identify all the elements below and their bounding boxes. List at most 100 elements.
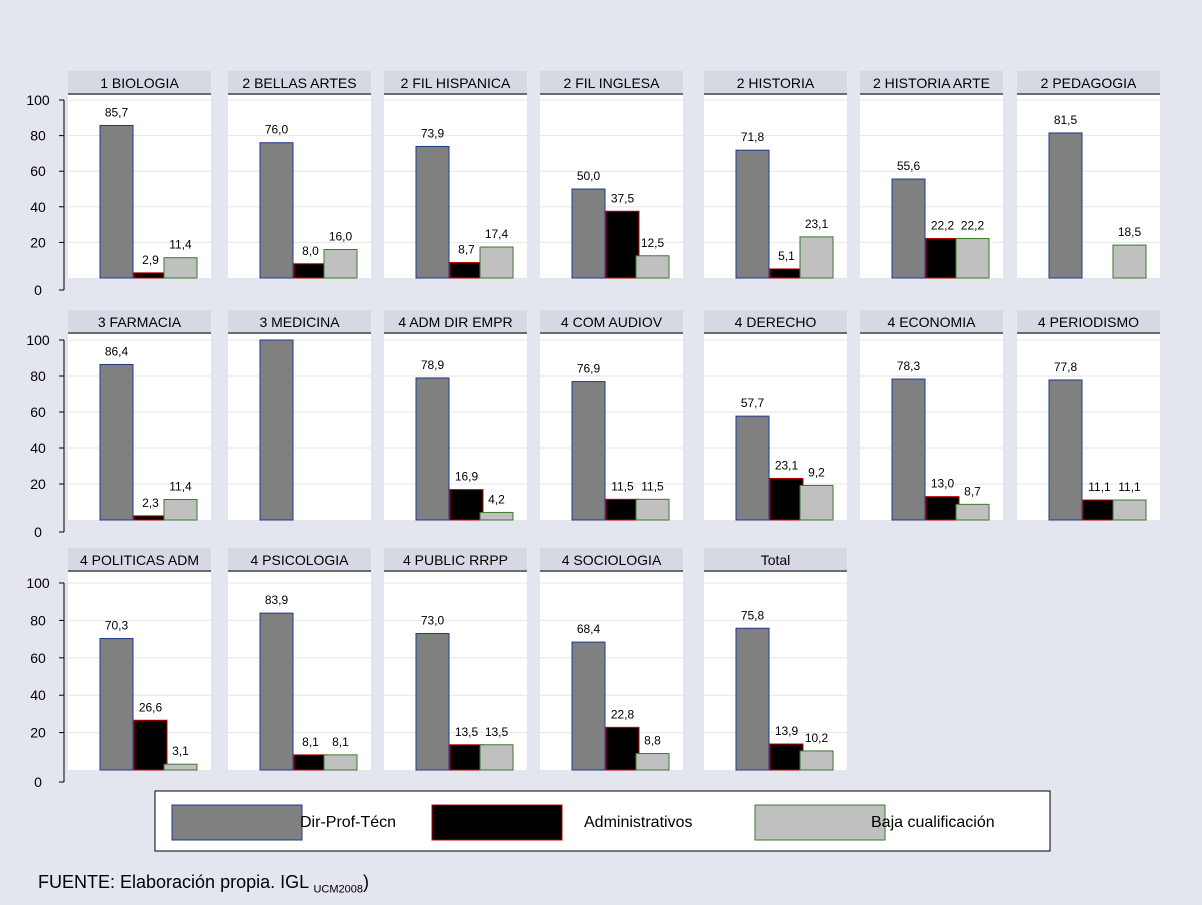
panel-title-strip	[228, 71, 371, 95]
bar	[323, 249, 358, 279]
panel-title-strip	[384, 310, 527, 334]
bar	[955, 503, 990, 521]
panel-title: 2 FIL INGLESA	[564, 75, 661, 91]
panel: 2 FIL HISPANICA 73,9 8,7 17,4	[384, 71, 527, 279]
y-tick-label: 0	[34, 524, 42, 540]
data-label: 17,4	[485, 227, 509, 241]
panel-title-strip	[540, 310, 683, 334]
panel-title: 2 PEDAGOGIA	[1041, 75, 1137, 91]
data-label: 8,1	[332, 735, 349, 749]
bar	[99, 124, 134, 279]
legend-box	[154, 790, 1051, 852]
data-label: 81,5	[1054, 113, 1078, 127]
legend-swatch	[431, 804, 563, 841]
bar	[769, 268, 804, 279]
panel-title-strip	[704, 310, 847, 334]
bar	[99, 638, 134, 771]
data-label: 76,9	[577, 362, 601, 376]
bar	[133, 515, 168, 521]
bar	[259, 142, 294, 279]
bar	[735, 149, 770, 279]
panel-title-strip	[228, 310, 371, 334]
bar	[415, 145, 450, 279]
data-label: 75,8	[741, 608, 765, 622]
panel-title-strip	[1017, 71, 1160, 95]
panel-title: 4 PERIODISMO	[1038, 314, 1139, 330]
data-label: 55,6	[897, 159, 921, 173]
bar	[449, 744, 484, 771]
bar	[1112, 499, 1147, 521]
y-tick-label: 60	[30, 163, 46, 179]
panel: 4 DERECHO 57,7 23,1 9,2	[704, 310, 847, 521]
data-label: 11,5	[611, 479, 634, 493]
panel-title: Total	[761, 552, 791, 568]
bar	[479, 511, 514, 521]
data-label: 73,0	[421, 613, 445, 627]
panel-title: 2 FIL HISPANICA	[401, 75, 511, 91]
data-label: 83,9	[265, 593, 289, 607]
plot-area	[228, 95, 371, 278]
panel: 4 SOCIOLOGIA 68,4 22,8 8,8	[540, 548, 683, 771]
data-label: 23,1	[805, 217, 829, 231]
bar	[799, 484, 834, 521]
panel-title: 4 COM AUDIOV	[561, 314, 663, 330]
bar	[1112, 244, 1147, 279]
bar	[735, 415, 770, 521]
bar	[799, 750, 834, 771]
panel-title: 4 DERECHO	[735, 314, 817, 330]
bar	[259, 612, 294, 771]
bar	[605, 726, 640, 771]
panel-title-strip	[704, 548, 847, 572]
panel: 4 PSICOLOGIA 83,9 8,1 8,1	[228, 548, 371, 771]
bar	[99, 363, 134, 521]
data-label: 11,4	[169, 479, 192, 493]
panel-title: 4 ADM DIR EMPR	[398, 314, 512, 330]
data-label: 2,9	[142, 253, 159, 267]
legend-swatch	[754, 804, 886, 841]
bar	[415, 377, 450, 521]
data-label: 68,4	[577, 622, 601, 636]
data-label: 50,0	[577, 169, 601, 183]
data-label: 22,2	[961, 218, 985, 232]
bar	[605, 210, 640, 279]
plot-area	[384, 334, 527, 520]
panel: 4 POLITICAS ADM 70,3 26,6 3,1	[68, 548, 211, 771]
bar	[571, 188, 606, 279]
panel: 4 ADM DIR EMPR 78,9 16,9 4,2	[384, 310, 527, 521]
data-label: 16,9	[455, 470, 479, 484]
data-label: 78,9	[421, 358, 445, 372]
y-tick-label: 20	[30, 234, 46, 250]
plot-area	[860, 334, 1003, 520]
y-tick-label: 20	[30, 725, 46, 741]
source-suffix: )	[362, 872, 369, 892]
bar	[571, 641, 606, 771]
legend-label: Baja cualificación	[871, 814, 995, 831]
plot-area	[540, 334, 683, 520]
source-note: FUENTE: Elaboración propia. IGL UCM2008)	[38, 872, 369, 896]
panel-title-strip	[68, 71, 211, 95]
panel-title-strip	[704, 71, 847, 95]
data-label: 70,3	[105, 619, 129, 633]
panel: 4 PUBLIC RRPP 73,0 13,5 13,5	[384, 548, 527, 771]
data-label: 18,5	[1118, 225, 1142, 239]
bar	[891, 178, 926, 279]
plot-area	[1017, 334, 1160, 520]
panel: 1 BIOLOGIA 85,7 2,9 11,4	[68, 71, 211, 279]
bar	[163, 498, 198, 521]
panel-title: 4 POLITICAS ADM	[80, 552, 199, 568]
panel-title: 4 PSICOLOGIA	[250, 552, 349, 568]
bar	[323, 754, 358, 771]
bar	[925, 237, 960, 279]
panel-title-strip	[540, 548, 683, 572]
panel-title-strip	[860, 71, 1003, 95]
panel: 2 BELLAS ARTES 76,0 8,0 16,0	[228, 71, 371, 279]
y-tick-label: 0	[34, 774, 42, 790]
y-tick-label: 40	[30, 199, 46, 215]
source-subscript: UCM2008	[313, 883, 363, 896]
data-label: 13,5	[455, 725, 479, 739]
data-label: 37,5	[611, 191, 635, 205]
panel: 2 HISTORIA ARTE 55,6 22,2 22,2	[860, 71, 1003, 279]
data-label: 78,3	[897, 359, 921, 373]
plot-area	[68, 334, 211, 520]
data-label: 10,2	[805, 731, 829, 745]
